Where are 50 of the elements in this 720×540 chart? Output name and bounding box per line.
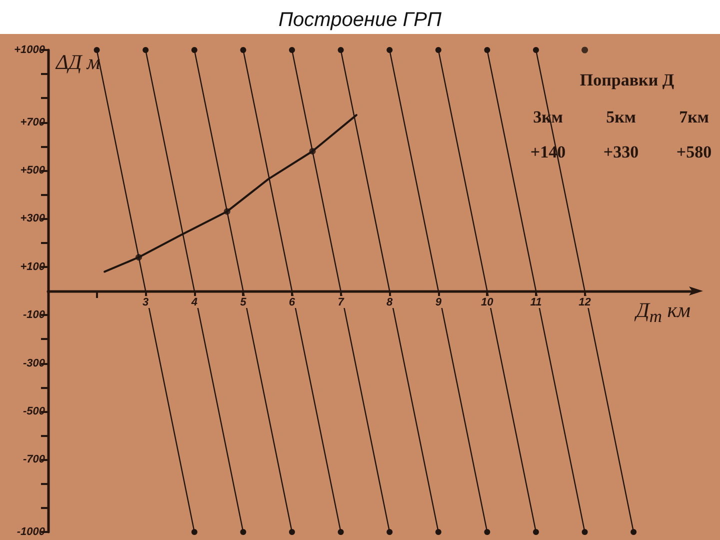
- x-tick-label: 12: [578, 296, 591, 308]
- y-tick-label: +1000: [14, 44, 46, 56]
- y-tick-label: -1000: [16, 526, 46, 538]
- point: [338, 529, 344, 535]
- point: [532, 47, 539, 53]
- point: [386, 47, 393, 53]
- x-tick-label: 7: [338, 296, 345, 308]
- x-tick-label: 6: [288, 296, 296, 308]
- annotation: Поправки Д: [580, 70, 674, 90]
- x-axis-title: Д$_{т}$ км: [636, 298, 690, 326]
- annotation: 7км: [679, 108, 709, 126]
- x-tick-label: 3: [142, 296, 149, 308]
- y-tick-label: +700: [20, 116, 46, 128]
- point: [288, 47, 295, 53]
- point: [484, 47, 490, 53]
- point: [309, 148, 316, 154]
- y-tick-label: +100: [20, 260, 46, 273]
- y-tick-label: -300: [22, 357, 46, 370]
- annotation: +330: [603, 142, 639, 162]
- point: [338, 47, 344, 53]
- y-tick-label: +300: [20, 212, 46, 225]
- point: [582, 46, 588, 54]
- y-tick-label: -100: [22, 309, 46, 322]
- point: [435, 47, 442, 53]
- x-tick-label: 8: [386, 296, 394, 308]
- point: [191, 529, 198, 535]
- annotation: +580: [676, 142, 712, 162]
- point: [435, 529, 442, 535]
- x-tick-label: 5: [240, 296, 248, 308]
- y-tick-label: +500: [20, 164, 46, 176]
- point: [224, 208, 230, 215]
- x-tick-label: 9: [435, 296, 442, 308]
- point: [240, 529, 246, 535]
- point: [136, 254, 142, 261]
- x-tick-label: 10: [481, 296, 494, 308]
- point: [142, 47, 149, 53]
- point: [386, 529, 393, 535]
- y-tick-label: -500: [22, 406, 46, 418]
- point: [191, 47, 198, 53]
- chart-title: Построение ГРП: [278, 9, 442, 31]
- point: [240, 47, 246, 53]
- point: [630, 529, 637, 535]
- point: [484, 529, 490, 535]
- x-tick-label: 11: [530, 296, 542, 308]
- point: [582, 529, 588, 535]
- point: [288, 529, 295, 535]
- annotation: 5км: [606, 108, 636, 126]
- point: [532, 529, 539, 535]
- x-tick-label: 4: [190, 296, 198, 308]
- y-tick-label: -700: [22, 454, 46, 466]
